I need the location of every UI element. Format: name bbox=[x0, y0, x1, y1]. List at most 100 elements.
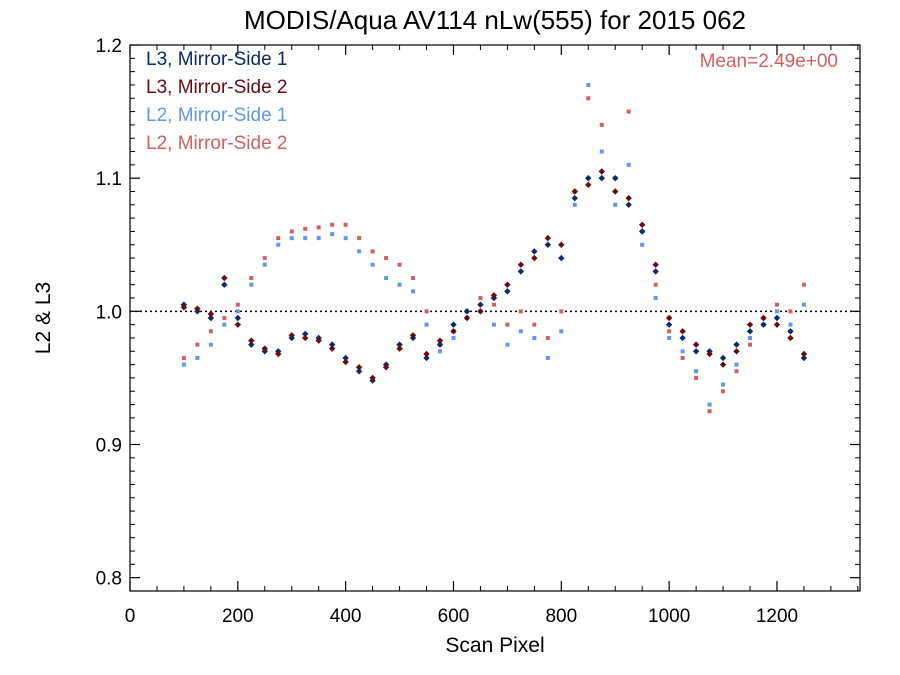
point-l3-mirror-side-1 bbox=[571, 194, 578, 202]
point-l3-mirror-side-1 bbox=[355, 368, 363, 375]
point-l3-mirror-side-2 bbox=[328, 345, 336, 352]
y-tick-label: 1.1 bbox=[96, 169, 122, 190]
point-l2-mirror-side-1 bbox=[438, 349, 443, 354]
point-l2-mirror-side-2 bbox=[276, 236, 281, 241]
point-l2-mirror-side-1 bbox=[303, 236, 308, 241]
point-l3-mirror-side-2 bbox=[773, 321, 781, 328]
y-tick-label: 1.0 bbox=[96, 302, 122, 323]
point-l3-mirror-side-2 bbox=[248, 337, 255, 344]
y-tick-label: 0.9 bbox=[96, 436, 122, 457]
point-l3-mirror-side-2 bbox=[463, 314, 471, 322]
point-l3-mirror-side-2 bbox=[207, 310, 215, 318]
point-l2-mirror-side-1 bbox=[505, 342, 510, 347]
point-l2-mirror-side-1 bbox=[181, 362, 186, 367]
point-l2-mirror-side-1 bbox=[788, 322, 793, 327]
point-l2-mirror-side-1 bbox=[626, 162, 631, 167]
point-l3-mirror-side-2 bbox=[625, 194, 632, 202]
point-l2-mirror-side-1 bbox=[599, 149, 604, 154]
point-l2-mirror-side-2 bbox=[384, 256, 389, 261]
point-l2-mirror-side-1 bbox=[222, 322, 227, 327]
point-l3-mirror-side-2 bbox=[382, 364, 390, 371]
axis-ticks: 0 200 400 600 800 1000 1200 0.8 0.9 1.0 1.1 1.2 bbox=[96, 36, 860, 627]
point-l2-mirror-side-2 bbox=[801, 282, 806, 287]
point-l3-mirror-side-1 bbox=[679, 334, 686, 342]
point-l2-mirror-side-2 bbox=[249, 276, 254, 281]
point-l3-mirror-side-2 bbox=[342, 358, 349, 366]
point-l2-mirror-side-1 bbox=[680, 349, 685, 354]
point-l2-mirror-side-2 bbox=[330, 222, 335, 227]
point-l3-mirror-side-1 bbox=[234, 314, 242, 322]
point-l3-mirror-side-2 bbox=[585, 181, 592, 189]
point-l2-mirror-side-2 bbox=[478, 296, 483, 301]
point-l3-mirror-side-1 bbox=[477, 301, 484, 308]
point-l3-mirror-side-1 bbox=[302, 330, 309, 338]
point-l2-mirror-side-1 bbox=[316, 236, 321, 241]
point-l2-mirror-side-2 bbox=[316, 225, 321, 230]
point-l3-mirror-side-1 bbox=[638, 228, 646, 235]
legend-entry-l3-ms1: L3, Mirror-Side 1 bbox=[146, 49, 288, 70]
point-l3-mirror-side-2 bbox=[288, 332, 295, 339]
point-l3-mirror-side-2 bbox=[369, 374, 376, 382]
point-l2-mirror-side-1 bbox=[411, 289, 416, 294]
point-l3-mirror-side-1 bbox=[248, 341, 255, 348]
point-l2-mirror-side-2 bbox=[505, 322, 510, 327]
point-l3-mirror-side-2 bbox=[719, 361, 727, 368]
point-l2-mirror-side-1 bbox=[424, 322, 429, 327]
point-l2-mirror-side-1 bbox=[357, 249, 362, 254]
point-l3-mirror-side-1 bbox=[652, 268, 659, 275]
plot-area-frame bbox=[129, 44, 861, 592]
point-l3-mirror-side-2 bbox=[612, 188, 619, 195]
point-l3-mirror-side-2 bbox=[800, 350, 808, 358]
point-l2-mirror-side-1 bbox=[491, 322, 496, 327]
point-l2-mirror-side-2 bbox=[424, 309, 429, 314]
chart-title: MODIS/Aqua AV114 nLw(555) for 2015 062 bbox=[244, 5, 746, 35]
point-l3-mirror-side-2 bbox=[504, 281, 511, 288]
point-l3-mirror-side-2 bbox=[436, 337, 444, 344]
point-l3-mirror-side-2 bbox=[652, 261, 659, 268]
point-l2-mirror-side-2 bbox=[357, 236, 362, 241]
point-l3-mirror-side-2 bbox=[221, 274, 228, 282]
point-l2-mirror-side-1 bbox=[640, 242, 645, 247]
point-l2-mirror-side-2 bbox=[343, 222, 348, 227]
point-l3-mirror-side-1 bbox=[463, 308, 471, 315]
point-l3-mirror-side-2 bbox=[558, 241, 565, 248]
point-l3-mirror-side-2 bbox=[194, 305, 201, 312]
legend: L3, Mirror-Side 1 L3, Mirror-Side 2 L2, … bbox=[146, 49, 288, 154]
point-l2-mirror-side-2 bbox=[599, 122, 604, 127]
point-l2-mirror-side-1 bbox=[586, 82, 591, 87]
point-l3-mirror-side-2 bbox=[571, 188, 578, 195]
point-l2-mirror-side-2 bbox=[626, 109, 631, 114]
point-l3-mirror-side-1 bbox=[585, 174, 592, 182]
point-l2-mirror-side-1 bbox=[330, 232, 335, 237]
point-l3-mirror-side-1 bbox=[612, 174, 619, 182]
point-l3-mirror-side-1 bbox=[773, 314, 781, 322]
point-l3-mirror-side-1 bbox=[423, 354, 430, 362]
point-l2-mirror-side-2 bbox=[181, 355, 186, 360]
point-l2-mirror-side-1 bbox=[734, 362, 739, 367]
point-l3-mirror-side-2 bbox=[787, 334, 794, 342]
point-l3-mirror-side-2 bbox=[315, 337, 322, 344]
point-l3-mirror-side-1 bbox=[504, 288, 511, 295]
point-l2-mirror-side-1 bbox=[451, 335, 456, 340]
point-l3-mirror-side-2 bbox=[275, 350, 282, 358]
point-l3-mirror-side-2 bbox=[355, 364, 363, 371]
point-l2-mirror-side-1 bbox=[235, 309, 240, 314]
y-axis-title: L2 & L3 bbox=[32, 282, 55, 354]
point-l3-mirror-side-2 bbox=[261, 345, 268, 352]
point-l2-mirror-side-2 bbox=[235, 302, 240, 307]
point-l3-mirror-side-2 bbox=[490, 292, 498, 299]
point-l2-mirror-side-1 bbox=[518, 329, 523, 334]
point-l3-mirror-side-1 bbox=[733, 341, 740, 348]
x-tick-label: 800 bbox=[545, 606, 577, 627]
point-l3-mirror-side-2 bbox=[409, 332, 417, 339]
point-l3-mirror-side-2 bbox=[302, 334, 309, 342]
point-l3-mirror-side-1 bbox=[396, 341, 403, 348]
point-l3-mirror-side-1 bbox=[436, 341, 444, 348]
point-l2-mirror-side-2 bbox=[721, 389, 726, 394]
point-l2-mirror-side-2 bbox=[545, 335, 550, 340]
point-l2-mirror-side-1 bbox=[653, 296, 658, 301]
point-l2-mirror-side-2 bbox=[788, 309, 793, 314]
point-l2-mirror-side-2 bbox=[397, 262, 402, 267]
point-l3-mirror-side-1 bbox=[328, 341, 336, 348]
point-l2-mirror-side-2 bbox=[222, 316, 227, 320]
